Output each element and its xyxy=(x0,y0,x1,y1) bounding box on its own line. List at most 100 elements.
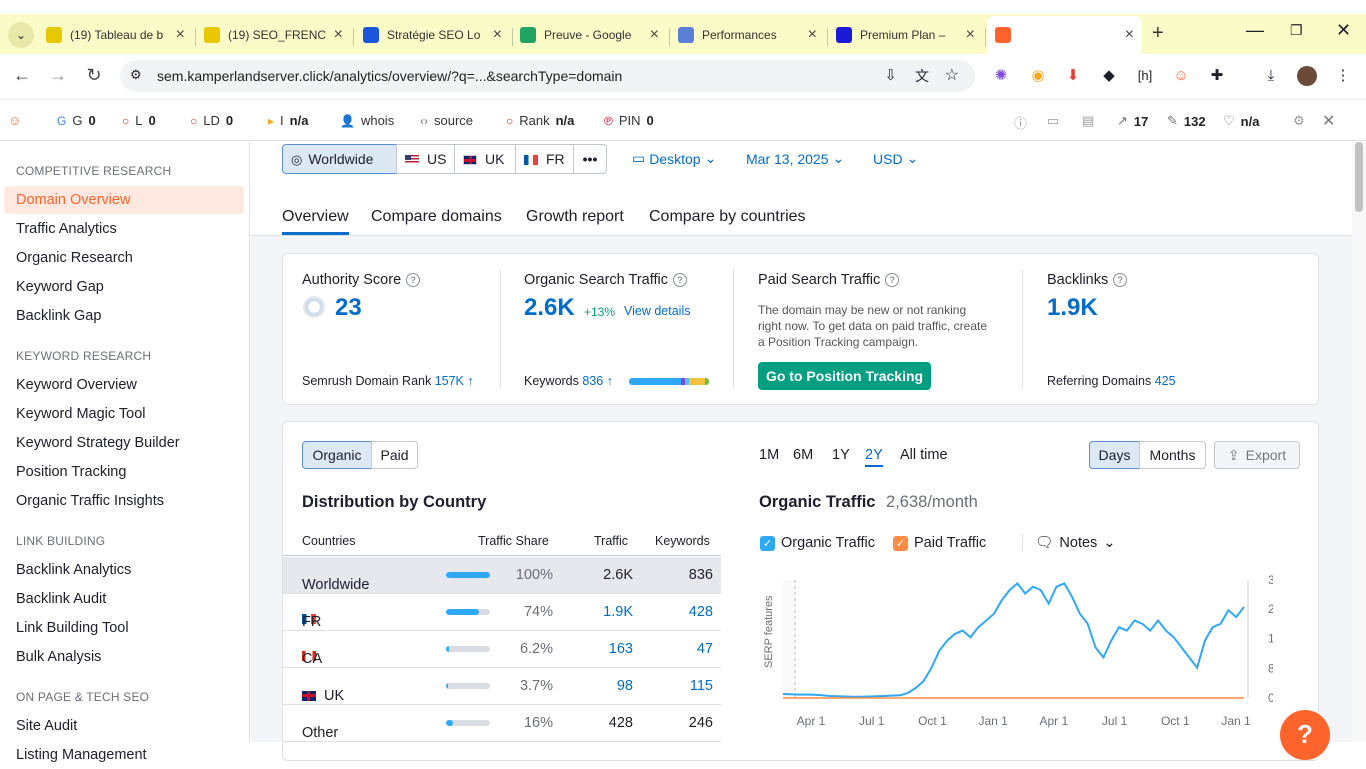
extensions-puzzle-icon[interactable]: ✚ xyxy=(1210,67,1224,84)
report-tab[interactable]: Overview xyxy=(282,208,349,235)
sidebar-item[interactable]: Bulk Analysis xyxy=(16,649,102,665)
tab-search-button[interactable]: ⌄ xyxy=(8,22,34,48)
browser-tab[interactable]: (19) SEO_FRENC × xyxy=(196,20,351,50)
sidebar-item[interactable]: Organic Research xyxy=(16,250,133,266)
days-toggle[interactable]: Days xyxy=(1089,441,1140,469)
help-icon[interactable]: ? xyxy=(1113,273,1128,287)
bookmark-star-icon[interactable]: ☆ xyxy=(944,67,959,84)
close-tab-icon[interactable]: × xyxy=(333,26,343,43)
range-2y[interactable]: 2Y xyxy=(865,447,883,467)
extension-seoquake-icon[interactable]: ☺ xyxy=(1173,67,1189,84)
seoquake-item[interactable]: G G 0 xyxy=(57,113,96,128)
extension-gear-icon[interactable]: ✺ xyxy=(994,67,1008,84)
sidebar-item[interactable]: Keyword Magic Tool xyxy=(16,406,146,422)
range-1y[interactable]: 1Y xyxy=(832,447,850,463)
close-tab-icon[interactable]: × xyxy=(492,26,502,43)
translate-icon[interactable]: 文 xyxy=(915,68,929,84)
back-icon[interactable]: ← xyxy=(13,65,31,85)
browser-tab[interactable]: Preuve - Google × xyxy=(512,20,667,50)
go-to-position-tracking-button[interactable]: Go to Position Tracking xyxy=(758,362,931,390)
traffic-value[interactable]: 98 xyxy=(616,678,633,694)
report-tab[interactable]: Growth report xyxy=(526,208,624,225)
browser-tab[interactable]: (19) Tableau de b × xyxy=(38,20,193,50)
more-databases-button[interactable]: ••• xyxy=(573,144,607,174)
forward-icon[interactable]: → xyxy=(49,65,67,85)
help-icon[interactable]: ? xyxy=(885,273,900,287)
seoquake-metric[interactable]: ♡ n/a xyxy=(1223,113,1260,129)
extension-pin-icon[interactable]: ◆ xyxy=(1103,67,1115,84)
backlinks-value[interactable]: 1.9K xyxy=(1047,294,1098,321)
seoquake-item[interactable]: ▸ I n/a xyxy=(268,113,309,128)
monitor-icon[interactable]: ▭ xyxy=(1047,113,1060,128)
keywords-value[interactable]: 47 xyxy=(696,641,713,657)
organic-traffic-chart[interactable]: SERP features 3.5K 2.6K 1.8K 882 0 Apr 1 Jul 1 O… xyxy=(753,572,1273,742)
help-icon[interactable]: ? xyxy=(673,273,687,287)
restore-icon[interactable]: ❐ xyxy=(1290,22,1303,38)
table-row[interactable]: CA 6.2% 163 47 xyxy=(283,631,721,668)
seoquake-item[interactable]: ℗ PIN 0 xyxy=(604,113,654,128)
sidebar-item[interactable]: Keyword Strategy Builder xyxy=(16,435,180,451)
sidebar-item[interactable]: Keyword Overview xyxy=(16,377,137,393)
table-row[interactable]: Worldwide 100% 2.6K 836 xyxy=(283,557,721,594)
months-toggle[interactable]: Months xyxy=(1139,441,1206,469)
organic-traffic-checkbox[interactable]: ✓ Organic Traffic xyxy=(760,535,875,551)
extension-h-icon[interactable]: [h] xyxy=(1137,68,1153,83)
notes-dropdown[interactable]: 🗨 Notes ⌄ xyxy=(1022,534,1115,551)
menu-icon[interactable]: ⋮ xyxy=(1335,67,1351,84)
authority-score-value[interactable]: 23 xyxy=(335,294,362,321)
close-tab-icon[interactable]: × xyxy=(649,26,659,43)
organic-toggle[interactable]: Organic xyxy=(302,441,372,469)
traffic-value[interactable]: 1.9K xyxy=(603,604,633,620)
range-6m[interactable]: 6M xyxy=(793,447,814,463)
reload-icon[interactable]: ↻ xyxy=(86,65,102,85)
paid-toggle[interactable]: Paid xyxy=(371,441,418,469)
seoquake-metric[interactable]: ↗ 17 xyxy=(1117,113,1149,129)
database-worldwide[interactable]: ◎ Worldwide xyxy=(282,144,397,174)
close-bar-icon[interactable]: ✕ xyxy=(1322,113,1336,130)
date-dropdown[interactable]: Mar 13, 2025 ⌄ xyxy=(746,150,844,167)
database-fr[interactable]: FR xyxy=(515,144,574,174)
info-icon[interactable]: ⓘ xyxy=(1014,116,1028,131)
browser-tab[interactable]: × xyxy=(987,16,1142,54)
install-icon[interactable]: ⇩ xyxy=(884,67,897,84)
report-tab[interactable]: Compare domains xyxy=(371,208,502,225)
range-1m[interactable]: 1M xyxy=(759,447,780,463)
table-row[interactable]: FR 74% 1.9K 428 xyxy=(283,594,721,631)
database-us[interactable]: US xyxy=(396,144,455,174)
site-info-icon[interactable]: ⚙ xyxy=(130,67,142,82)
traffic-value[interactable]: 163 xyxy=(608,641,633,657)
url-bar[interactable]: ⚙ sem.kamperlandserver.click/analytics/o… xyxy=(120,60,975,92)
organic-traffic-value[interactable]: 2.6K xyxy=(524,294,575,321)
domain-rank-value[interactable]: 157K ↑ xyxy=(434,374,474,388)
seoquake-item[interactable]: ‹› source xyxy=(420,113,474,128)
keywords-value[interactable]: 115 xyxy=(689,678,713,694)
sidebar-item[interactable]: Site Audit xyxy=(16,718,78,734)
extension-download-icon[interactable]: ⬇ xyxy=(1066,67,1080,84)
organic-traffic-line[interactable] xyxy=(782,581,1245,698)
keywords-value[interactable]: 836 ↑ xyxy=(582,374,613,388)
seoquake-item[interactable]: ○ LD 0 xyxy=(190,113,234,128)
close-tab-icon[interactable]: × xyxy=(175,26,185,43)
database-uk[interactable]: UK xyxy=(454,144,516,174)
browser-tab[interactable]: Premium Plan – × xyxy=(828,20,983,50)
minimize-icon[interactable]: — xyxy=(1246,20,1264,40)
sidebar-item[interactable]: Backlink Gap xyxy=(16,308,102,324)
seoquake-metric[interactable]: ✎ 132 xyxy=(1167,113,1206,129)
table-row[interactable]: UK 3.7% 98 115 xyxy=(283,668,721,705)
referring-domains-value[interactable]: 425 xyxy=(1154,374,1176,388)
range-all-time[interactable]: All time xyxy=(900,447,948,463)
settings-icon[interactable]: ⚙ xyxy=(1293,113,1305,128)
seoquake-item[interactable]: ○ L 0 xyxy=(122,113,156,128)
sidebar-item[interactable]: Backlink Analytics xyxy=(16,562,132,578)
extension-search-icon[interactable]: ◉ xyxy=(1031,67,1045,84)
sidebar-item[interactable]: Position Tracking xyxy=(16,464,127,480)
help-button[interactable]: ? xyxy=(1280,710,1330,760)
profile-avatar[interactable] xyxy=(1297,66,1317,86)
view-details-link[interactable]: View details xyxy=(624,304,691,318)
browser-tab[interactable]: Performances × xyxy=(670,20,825,50)
close-tab-icon[interactable]: × xyxy=(807,26,817,43)
downloads-icon[interactable]: ⤓ xyxy=(1267,67,1275,84)
sidebar-item[interactable]: Link Building Tool xyxy=(16,620,129,636)
seoquake-logo-icon[interactable]: ☺ xyxy=(8,113,22,128)
device-dropdown[interactable]: ▭ Desktop ⌄ xyxy=(632,150,716,167)
